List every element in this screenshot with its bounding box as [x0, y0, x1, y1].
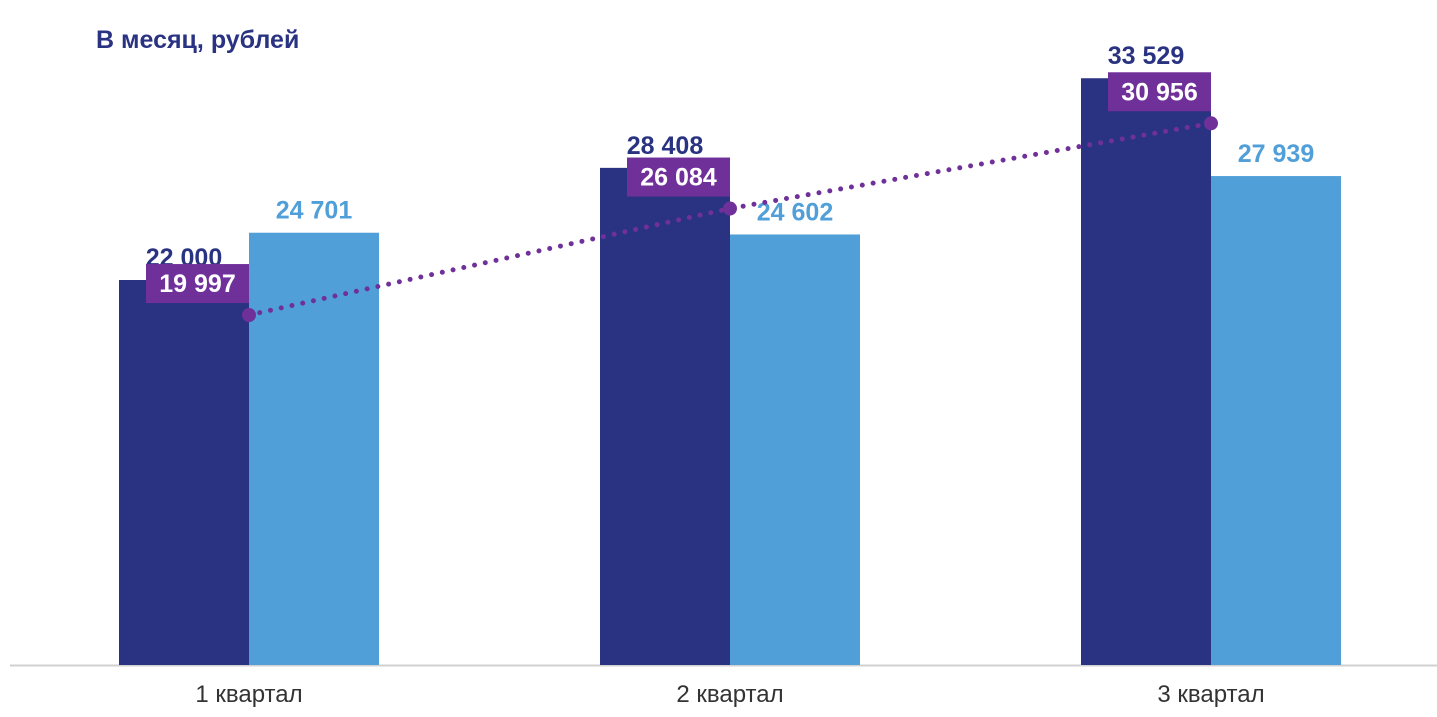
line-point-1 — [242, 308, 256, 323]
x-tick-label-1: 1 квартал — [195, 681, 302, 708]
bar-label-series1-3: 33 529 — [1108, 42, 1184, 70]
line-point-3 — [1204, 116, 1218, 131]
x-tick-label-2: 2 квартал — [676, 681, 783, 708]
line-label-box-3 — [1108, 72, 1211, 112]
x-tick-label-3: 3 квартал — [1157, 681, 1264, 708]
line-label-1: 19 997 — [159, 270, 235, 298]
bar-series1-1 — [119, 280, 249, 665]
bar-label-series1-2: 28 408 — [627, 132, 704, 160]
chart-title: В месяц, рублей — [96, 26, 300, 54]
bar-series2-3 — [1211, 176, 1341, 665]
bar-series1-3 — [1081, 78, 1211, 666]
bar-series2-1 — [249, 232, 379, 666]
line-label-box-2 — [627, 157, 730, 197]
bar-series1-2 — [600, 167, 730, 666]
line-label-2: 26 084 — [640, 164, 717, 192]
line-label-box-1 — [146, 264, 249, 304]
bar-series2-2 — [730, 234, 860, 665]
bar-label-series2-2: 24 602 — [757, 198, 833, 226]
bar-label-series2-1: 24 701 — [276, 197, 353, 225]
bar-label-series2-3: 27 939 — [1238, 140, 1314, 168]
line-label-3: 30 956 — [1121, 78, 1197, 106]
line-point-2 — [723, 201, 737, 216]
